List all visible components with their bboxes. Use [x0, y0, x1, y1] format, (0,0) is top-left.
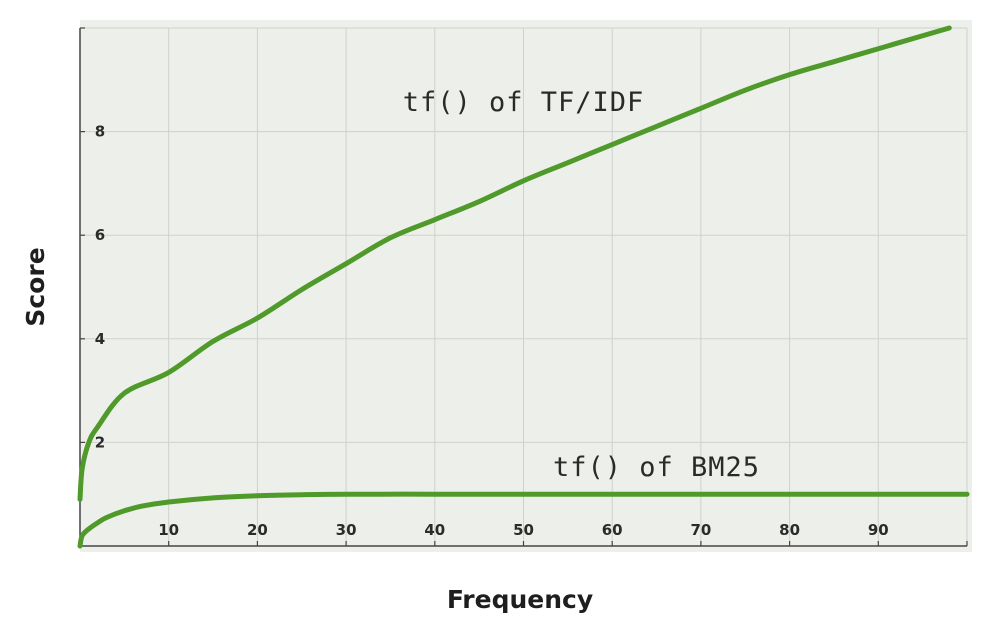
series-lines — [77, 25, 970, 549]
annotation-tfidf: tf() of TF/IDF — [403, 87, 645, 118]
y-axis-title: Score — [21, 247, 50, 326]
grid-lines — [80, 27, 968, 546]
x-tick-label: 10 — [158, 521, 179, 539]
y-tick-label: 2 — [95, 433, 105, 451]
x-tick-label: 50 — [513, 521, 534, 539]
x-axis-title: Frequency — [447, 585, 593, 614]
x-tick-label: 90 — [868, 521, 889, 539]
series-line-tfidf — [77, 25, 952, 502]
x-tick-label: 40 — [424, 521, 445, 539]
x-tick-label: 70 — [690, 521, 711, 539]
y-tick-label: 6 — [95, 226, 105, 244]
series-line-bm25 — [77, 491, 970, 549]
x-tick-label: 60 — [602, 521, 623, 539]
y-tick-labels: 2 4 6 8 — [95, 123, 105, 452]
x-tick-label: 30 — [336, 521, 357, 539]
axes — [79, 27, 968, 547]
annotations: tf() of TF/IDF tf() of BM25 — [403, 87, 760, 483]
plot-background — [80, 20, 972, 552]
x-tick-labels: 10 20 30 40 50 60 70 80 90 — [158, 521, 888, 539]
x-tick-label: 20 — [247, 521, 268, 539]
plot-area — [80, 20, 972, 552]
x-tick-label: 80 — [779, 521, 800, 539]
y-tick-label: 4 — [95, 330, 105, 348]
y-tick-label: 8 — [95, 123, 105, 141]
annotation-bm25: tf() of BM25 — [553, 452, 760, 483]
